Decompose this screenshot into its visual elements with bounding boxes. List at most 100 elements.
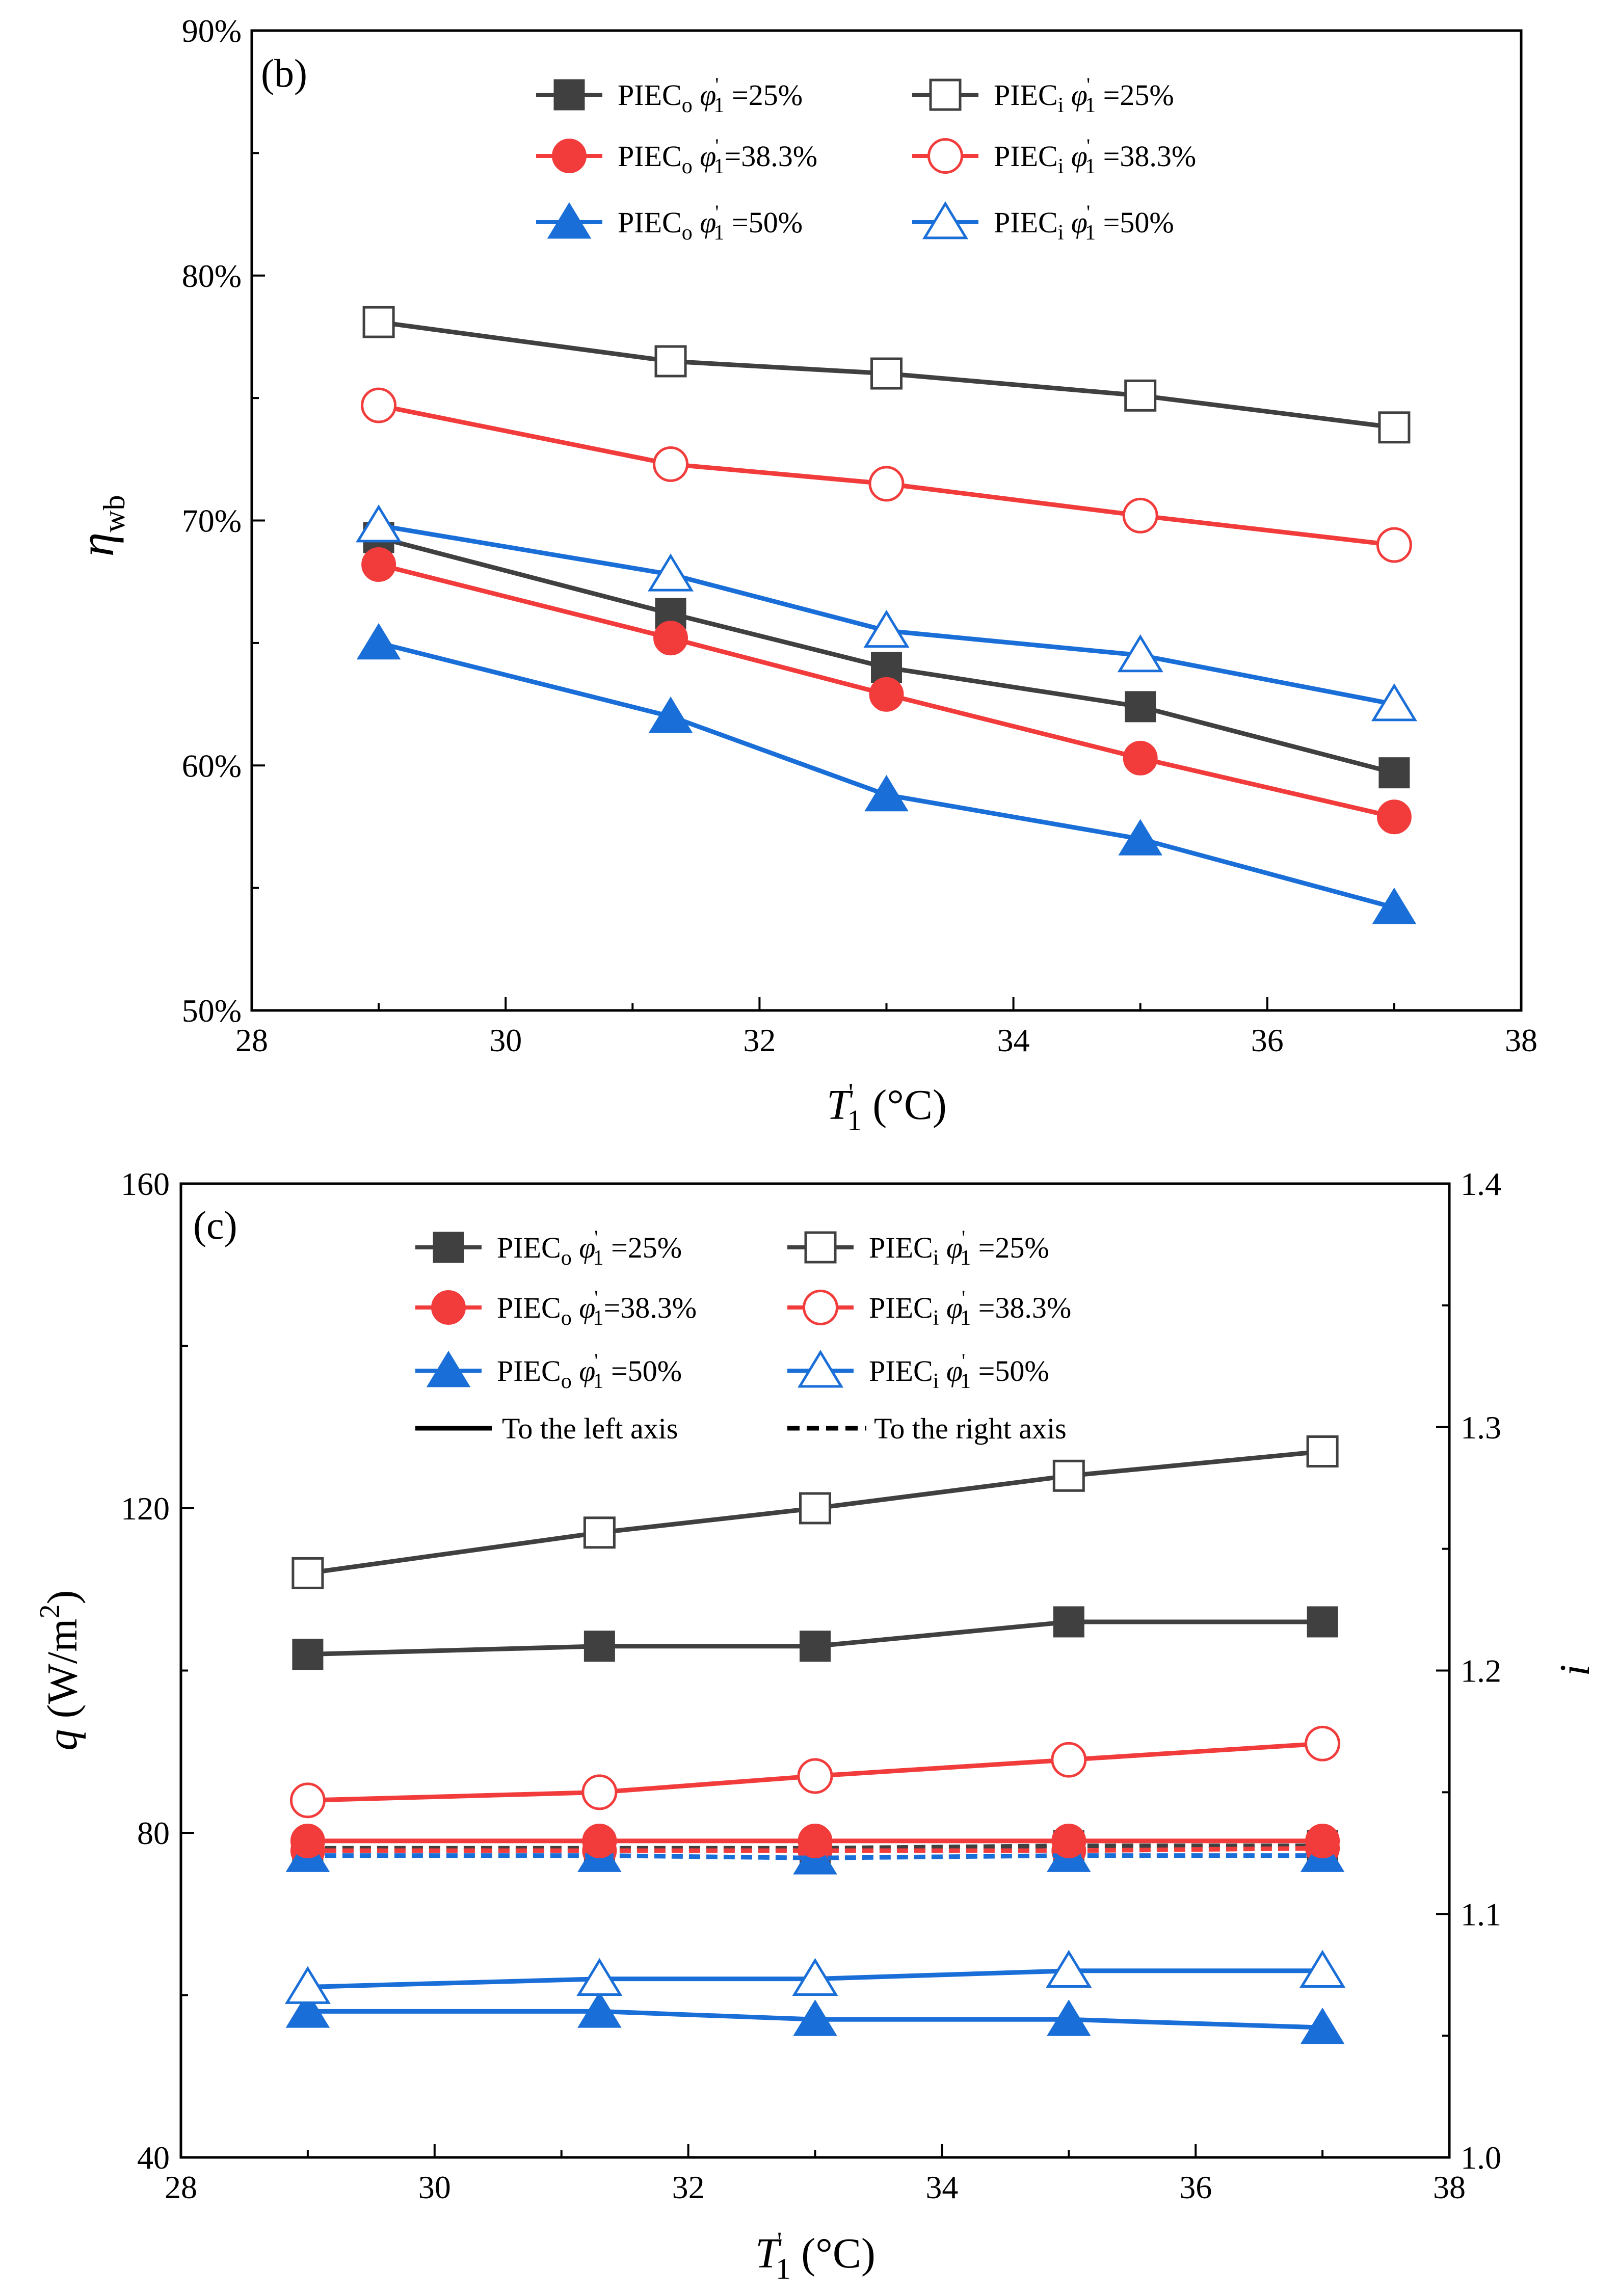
legend-label: PIECi φ' 1 =25% <box>994 73 1174 117</box>
legend-marker <box>927 138 963 174</box>
x-label-prime: ' <box>848 1079 853 1108</box>
x-label-symbol: T <box>755 2230 782 2277</box>
x-label-prime: ' <box>777 2227 782 2256</box>
series-piec_38-outlet <box>290 1823 1340 1858</box>
legend-label: PIECo φ' 1=38.3% <box>497 1286 697 1330</box>
data-point <box>1125 691 1156 723</box>
legend-sub: o <box>561 1306 572 1330</box>
data-point <box>864 775 909 812</box>
x-tick-label: 32 <box>672 2169 705 2205</box>
legend-value: =50% <box>971 1354 1049 1387</box>
legend-marker <box>426 1350 471 1387</box>
y-axis-label: q (W/m2) <box>34 1590 86 1751</box>
legend-label: PIECo φ' 1 =25% <box>618 73 803 117</box>
legend-phi-sub: 1 <box>1085 155 1096 178</box>
y-tick-label: 80 <box>137 1815 170 1851</box>
legend-phi-sub: 1 <box>593 1370 604 1393</box>
data-point <box>576 1958 623 1996</box>
legend-main: PIEC <box>497 1291 561 1324</box>
series-piec_50-outlet <box>356 623 1417 924</box>
panel-c: 28 30 32 34 36 38 40 80 120 160 1.0 1.1 1.2 1.3 1.4 (c)… <box>34 1166 1599 2285</box>
legend-phi: φ <box>693 140 717 173</box>
y-tick-label: 90% <box>182 13 242 49</box>
data-point <box>653 621 688 656</box>
y2-axis-label: i <box>1551 1664 1599 1676</box>
data-point <box>291 1557 324 1589</box>
data-point <box>356 623 401 660</box>
series-piec_50-inlet <box>356 504 1417 722</box>
x-tick-label: 38 <box>1505 1022 1537 1058</box>
legend-value: =38.3% <box>725 140 818 173</box>
legend-marker <box>797 1349 844 1388</box>
data-point <box>362 306 395 338</box>
legend-phi-prime: ' <box>594 1226 598 1249</box>
x-label-sub: 1 <box>776 2252 790 2285</box>
data-point <box>1052 1459 1085 1492</box>
data-point <box>1378 411 1411 444</box>
series-piec_50-inlet <box>284 1950 1346 2004</box>
series-piec_25-inlet <box>291 1435 1339 1589</box>
legend-dashed-label: To the right axis <box>874 1412 1067 1445</box>
y-tick-label: 60% <box>182 747 242 784</box>
legend-label: PIECi φ' 1 =50% <box>869 1349 1049 1393</box>
data-point <box>863 609 910 648</box>
series-piec_38-inlet <box>289 1725 1341 1819</box>
legend-value: =25% <box>971 1231 1049 1264</box>
x-tick-label: 34 <box>997 1022 1030 1058</box>
y-label-symbol: q <box>39 1729 86 1750</box>
legend-main: PIEC <box>869 1231 933 1264</box>
legend-value: =50% <box>1096 206 1174 239</box>
legend-phi-sub: 1 <box>1085 221 1096 245</box>
data-point <box>290 1823 325 1858</box>
legend-phi-prime: ' <box>715 135 719 157</box>
series-piec_50-outlet <box>285 1991 1345 2044</box>
legend-marker <box>431 1290 466 1325</box>
legend-label: PIECo φ' 1=38.3% <box>618 135 817 178</box>
legend-phi-sub: 1 <box>593 1246 604 1270</box>
y-tick-label: 40 <box>137 2140 170 2176</box>
y2-tick-label: 1.3 <box>1461 1409 1501 1446</box>
legend-sub: i <box>1058 221 1064 245</box>
legend-sub: i <box>1058 155 1064 178</box>
legend-sub: o <box>561 1246 572 1270</box>
legend-marker <box>553 79 585 111</box>
legend-label: PIECi φ' 1 =50% <box>994 201 1174 245</box>
legend-marker <box>552 139 587 173</box>
legend-solid-label: To the left axis <box>502 1412 678 1445</box>
legend-value: =38.3% <box>604 1291 697 1324</box>
data-point <box>1305 1823 1340 1858</box>
data-point <box>1306 1435 1339 1468</box>
series-piec_38-outlet <box>361 547 1412 835</box>
legend-main: PIEC <box>869 1291 933 1324</box>
legend-sub: o <box>682 94 693 117</box>
series-piec_25-outlet <box>363 522 1410 789</box>
x-tick-label: 34 <box>925 2169 958 2205</box>
y-label-close: ) <box>39 1590 86 1605</box>
x-tick-label: 30 <box>418 2169 451 2205</box>
legend-sub: o <box>561 1370 572 1393</box>
legend-phi: φ <box>693 206 717 239</box>
x-tick-label: 32 <box>743 1022 776 1058</box>
legend-phi-prime: ' <box>594 1286 598 1309</box>
y2-tick-label: 1.0 <box>1461 2140 1501 2176</box>
x-axis-label: T' 1 (°C) <box>827 1079 947 1137</box>
data-point <box>1118 819 1162 856</box>
legend-phi-prime: ' <box>1086 201 1090 224</box>
legend-main: PIEC <box>618 140 682 173</box>
legend-value: =25% <box>725 78 803 112</box>
legend-phi: φ <box>939 1354 963 1387</box>
plot-frame <box>250 29 1523 1012</box>
data-point <box>792 1958 838 1996</box>
data-point <box>797 1758 833 1794</box>
legend-marker <box>547 202 592 239</box>
data-point <box>868 466 905 502</box>
data-point <box>1305 1725 1341 1761</box>
legend-phi: φ <box>572 1231 596 1264</box>
data-point <box>1371 683 1417 722</box>
data-point <box>1122 497 1158 533</box>
legend-main: PIEC <box>497 1231 561 1264</box>
legend-phi: φ <box>939 1291 963 1324</box>
legend-main: PIEC <box>497 1354 561 1387</box>
